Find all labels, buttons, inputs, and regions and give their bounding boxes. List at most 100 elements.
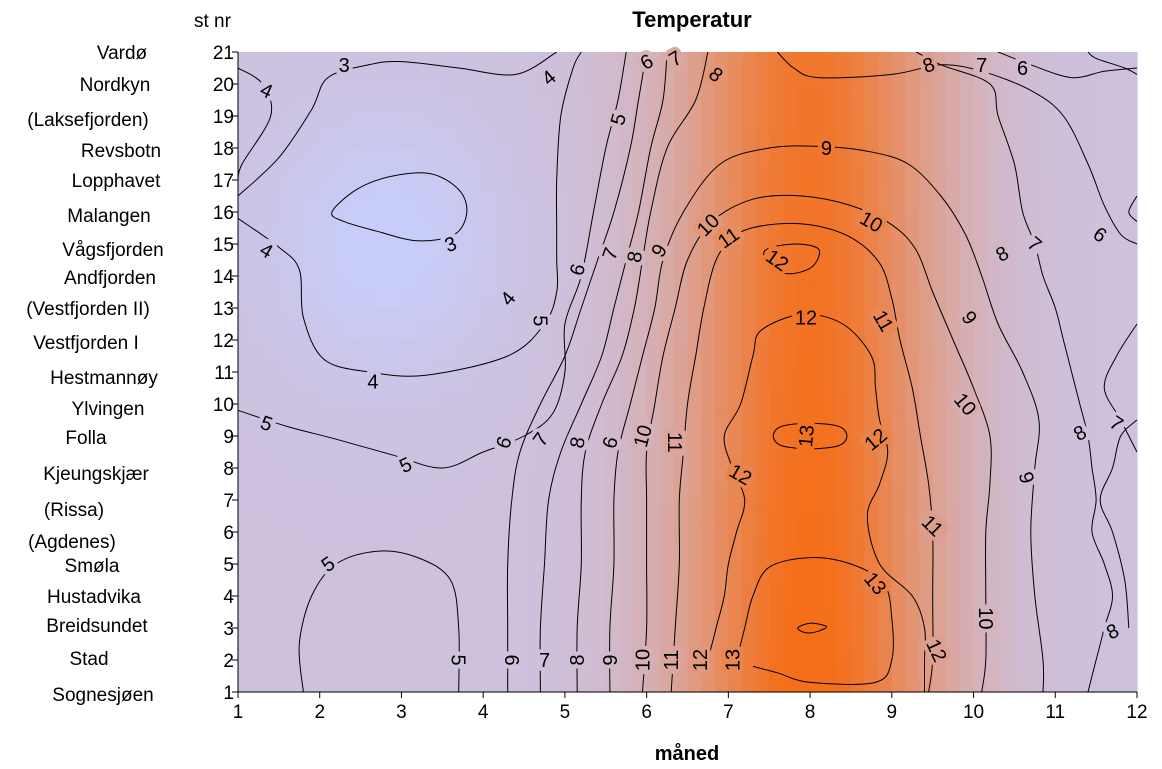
field-cell	[660, 116, 675, 133]
field-cell	[1109, 164, 1124, 181]
field-cell	[1041, 500, 1056, 517]
field-cell	[374, 388, 389, 405]
contour-line-11	[670, 222, 934, 692]
field-cell	[959, 164, 975, 181]
field-cell	[1041, 644, 1056, 661]
field-cell	[864, 260, 879, 277]
field-cell	[551, 276, 566, 293]
field-cell	[278, 660, 294, 677]
field-cell	[592, 372, 607, 389]
field-cell	[592, 596, 607, 613]
field-cell	[1123, 100, 1138, 117]
field-cell	[973, 84, 988, 101]
field-cell	[387, 324, 403, 341]
field-cell	[592, 100, 607, 117]
field-cell	[878, 468, 893, 485]
field-cell	[360, 196, 375, 213]
field-cell	[673, 228, 689, 245]
field-cell	[919, 308, 934, 325]
field-cell	[673, 516, 689, 533]
field-cell	[551, 644, 566, 661]
field-cell	[278, 276, 294, 293]
field-cell	[360, 580, 375, 597]
field-cell	[932, 500, 947, 517]
field-cell	[823, 292, 838, 309]
field-cell	[524, 276, 539, 293]
field-cell	[810, 292, 825, 309]
field-cell	[564, 596, 580, 613]
contour-label-bg	[712, 222, 744, 253]
y-tick-label: 13	[213, 299, 234, 320]
field-cell	[510, 500, 525, 517]
contour-label-bg	[991, 242, 1013, 266]
field-cell	[905, 196, 920, 213]
field-cell	[1000, 164, 1016, 181]
field-cell	[946, 308, 961, 325]
field-cell	[1082, 612, 1097, 629]
field-cell	[564, 388, 580, 405]
field-cell	[932, 596, 947, 613]
field-cell	[919, 372, 934, 389]
field-cell	[619, 644, 634, 661]
field-cell	[496, 676, 512, 693]
field-cell	[333, 292, 348, 309]
field-cell	[755, 356, 770, 373]
field-cell	[1068, 484, 1084, 501]
field-cell	[265, 276, 280, 293]
contour-label-bg	[256, 78, 277, 102]
field-cell	[864, 596, 879, 613]
field-cell	[319, 676, 334, 693]
field-cell	[1096, 308, 1111, 325]
field-cell	[1123, 52, 1138, 69]
field-cell	[346, 164, 362, 181]
field-cell	[442, 468, 457, 485]
field-cell	[319, 484, 334, 501]
field-cell	[755, 228, 770, 245]
field-cell	[1123, 548, 1138, 565]
field-cell	[946, 68, 961, 85]
field-cell	[701, 324, 716, 341]
field-cell	[646, 676, 661, 693]
field-cell	[442, 452, 457, 469]
field-cell	[360, 676, 375, 693]
field-cell	[1000, 500, 1016, 517]
field-cell	[1109, 388, 1124, 405]
contour-line-6	[506, 52, 648, 692]
field-cell	[823, 516, 838, 533]
contour-label-text: 5	[607, 111, 631, 127]
field-cell	[701, 516, 716, 533]
field-cell	[469, 276, 484, 293]
field-cell	[919, 324, 934, 341]
field-cell	[442, 292, 457, 309]
field-cell	[687, 580, 702, 597]
field-cell	[564, 68, 580, 85]
field-cell	[782, 644, 798, 661]
field-cell	[959, 452, 975, 469]
field-cell	[687, 420, 702, 437]
field-cell	[987, 68, 1002, 85]
field-cell	[946, 484, 961, 501]
field-cell	[946, 532, 961, 549]
field-cell	[578, 676, 593, 693]
field-cell	[973, 388, 988, 405]
field-cell	[891, 436, 907, 453]
field-cell	[1028, 340, 1043, 357]
contour-label-bg	[704, 62, 728, 86]
field-cell	[673, 148, 689, 165]
field-cell	[415, 52, 430, 69]
field-cell	[959, 564, 975, 581]
contour-lines	[238, 52, 1137, 692]
field-cell	[837, 436, 852, 453]
field-cell	[878, 116, 893, 133]
field-cell	[1068, 244, 1084, 261]
field-cell	[1082, 500, 1097, 517]
field-cell	[769, 372, 784, 389]
field-cell	[251, 484, 266, 501]
field-cell	[292, 276, 307, 293]
field-cell	[891, 484, 907, 501]
contour-label: 7	[973, 53, 991, 77]
field-cell	[973, 452, 988, 469]
field-cell	[878, 196, 893, 213]
contour-label-text: 13	[722, 649, 744, 671]
field-cell	[496, 596, 512, 613]
